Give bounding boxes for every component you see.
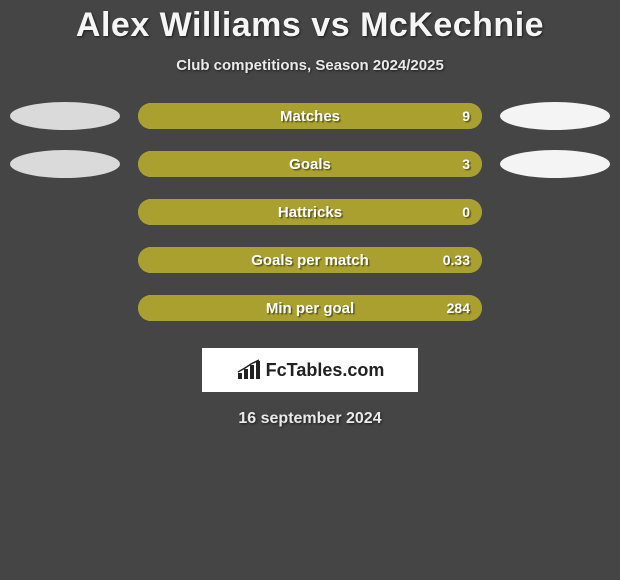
right-ellipse <box>500 102 610 130</box>
stat-row: Min per goal284 <box>8 294 612 322</box>
left-ellipse <box>10 150 120 178</box>
logo-text: FcTables.com <box>266 360 385 381</box>
stat-row: Matches9 <box>8 102 612 130</box>
stats-rows: Matches9 Goals3 Hattricks0 Goals per match0… <box>0 102 620 322</box>
stat-bar: Goals per match0.33 <box>138 247 482 273</box>
stat-bar-fill <box>138 247 482 273</box>
left-ellipse <box>10 102 120 130</box>
stat-bar-fill <box>138 103 482 129</box>
stat-row: Hattricks0 <box>8 198 612 226</box>
stat-bar: Hattricks0 <box>138 199 482 225</box>
player1-name: Alex Williams <box>76 6 301 44</box>
subtitle: Club competitions, Season 2024/2025 <box>0 57 620 74</box>
right-ellipse <box>500 150 610 178</box>
stat-row: Goals per match0.33 <box>8 246 612 274</box>
stat-bar: Min per goal284 <box>138 295 482 321</box>
stat-bar-fill <box>138 151 482 177</box>
vs-separator: vs <box>311 6 350 44</box>
stat-bar-fill <box>138 295 482 321</box>
date-text: 16 september 2024 <box>0 410 620 428</box>
logo-chart-icon <box>236 359 262 381</box>
stat-bar: Matches9 <box>138 103 482 129</box>
logo-text-suffix: Tables.com <box>287 360 385 380</box>
page-title: Alex Williams vs McKechnie <box>0 6 620 45</box>
logo-box: FcTables.com <box>202 348 418 392</box>
stat-row: Goals3 <box>8 150 612 178</box>
comparison-infographic: Alex Williams vs McKechnie Club competit… <box>0 0 620 428</box>
logo-text-prefix: Fc <box>266 360 287 380</box>
player2-name: McKechnie <box>360 6 544 44</box>
stat-bar-fill <box>138 199 482 225</box>
stat-bar: Goals3 <box>138 151 482 177</box>
